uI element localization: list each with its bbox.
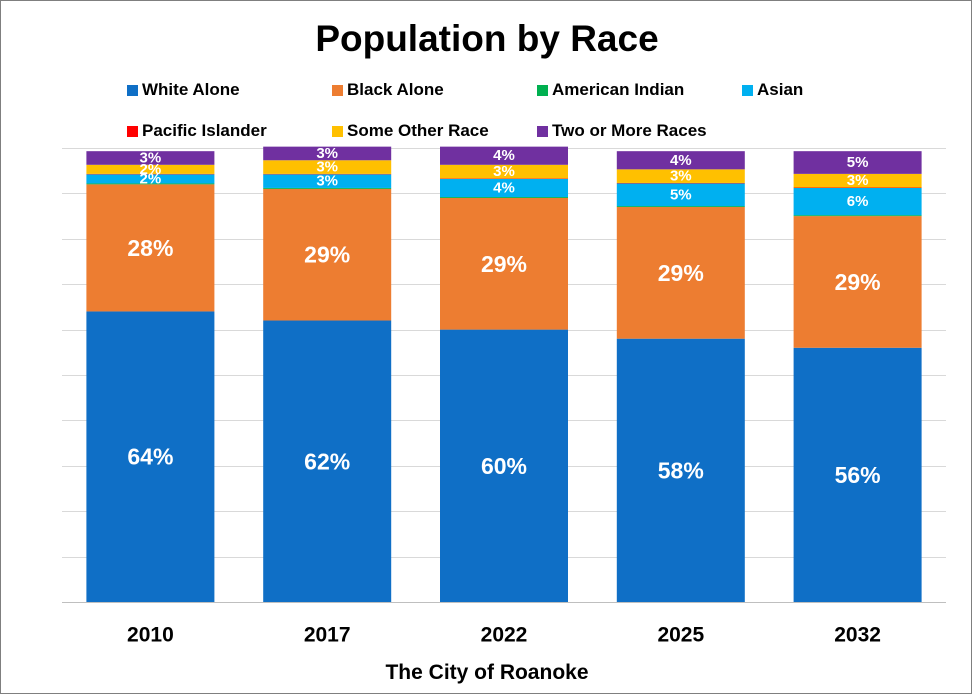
data-label: 6% [847, 193, 869, 210]
bars [86, 146, 922, 602]
legend-label: Two or More Races [552, 121, 707, 140]
data-label: 5% [847, 154, 869, 171]
bar-segment-two-or-more-races [440, 146, 568, 165]
data-label: 3% [316, 159, 338, 176]
bar-segment-white-alone [263, 320, 392, 602]
legend-swatch [537, 84, 548, 96]
bar-segment-some-other-race [793, 173, 922, 188]
bar-segment-black-alone [86, 184, 215, 312]
data-label: 58% [658, 457, 704, 483]
data-label: 3% [493, 163, 515, 180]
legend-label: White Alone [142, 80, 240, 99]
legend-item-american-indian: American Indian [537, 80, 684, 100]
legend-item-pacific-islander: Pacific Islander [127, 121, 267, 141]
data-label: 3% [316, 145, 338, 162]
bar-segment-black-alone [616, 207, 745, 339]
legend-label: Asian [757, 80, 804, 99]
legend-label: Pacific Islander [142, 121, 267, 140]
x-axis-title: The City of Roanoke [385, 661, 589, 684]
bar-segment-american-indian [440, 197, 568, 198]
data-label: 29% [304, 242, 350, 268]
legend-swatch [332, 84, 343, 96]
bar-segment-asian [263, 174, 392, 188]
data-label: 29% [658, 260, 704, 286]
data-label: 4% [670, 152, 692, 169]
data-label: 64% [127, 444, 173, 470]
legend-item-some-other-race: Some Other Race [332, 121, 489, 141]
bar-segment-white-alone [616, 338, 745, 602]
data-label: 60% [481, 453, 527, 479]
bar-segment-white-alone [440, 329, 568, 602]
x-tick-label: 2010 [127, 624, 174, 647]
x-tick-label: 2032 [834, 624, 881, 647]
legend-item-asian: Asian [742, 80, 803, 100]
bar-segment-two-or-more-races [616, 151, 745, 170]
bar-segment-black-alone [793, 216, 922, 348]
legend-swatch [742, 84, 753, 96]
legend-swatch [537, 125, 548, 137]
legend-label: Black Alone [347, 80, 444, 99]
bar-segment-some-other-race [616, 169, 745, 183]
data-label: 4% [493, 147, 515, 164]
data-label: 5% [670, 186, 692, 203]
bar-segment-asian [616, 183, 745, 207]
data-label: 29% [481, 251, 527, 277]
bar-segment-asian [86, 174, 215, 184]
x-tick-label: 2022 [481, 624, 528, 647]
x-tick-label: 2025 [657, 624, 704, 647]
data-label: 3% [847, 172, 869, 189]
chart-title: Population by Race [315, 18, 659, 59]
bar-segment-two-or-more-races [263, 146, 392, 161]
bar-segment-asian [793, 187, 922, 216]
data-label: 3% [140, 149, 162, 166]
legend-item-black-alone: Black Alone [332, 80, 444, 100]
data-label: 2% [140, 161, 162, 178]
legend-item-two-or-more-races: Two or More Races [537, 121, 707, 141]
bar-segment-two-or-more-races [86, 151, 215, 165]
bar-segment-some-other-race [86, 164, 215, 174]
data-label: 3% [316, 173, 338, 190]
legend-row-2: Pacific Islander Some Other Race Two or … [0, 121, 974, 143]
bar-segment-american-indian [86, 183, 215, 185]
legend-swatch [127, 125, 138, 137]
legend-label: Some Other Race [347, 121, 489, 140]
bar-segment-american-indian [263, 187, 392, 189]
legend-label: American Indian [552, 80, 685, 99]
data-label: 28% [127, 235, 173, 261]
data-label: 56% [835, 462, 881, 488]
legend-row-1: White Alone Black Alone American Indian … [0, 80, 974, 102]
bar-segment-american-indian [616, 206, 745, 208]
legend-item-white-alone: White Alone [127, 80, 240, 100]
data-label: 3% [670, 168, 692, 185]
x-tick-labels: 2010 2017 2022 2025 2032 [127, 624, 881, 647]
bar-segment-black-alone [263, 188, 392, 321]
data-label: 62% [304, 448, 350, 474]
data-label: 29% [835, 269, 881, 295]
data-label: 4% [493, 179, 515, 196]
bar-segment-asian [440, 178, 568, 198]
legend-swatch [332, 125, 343, 137]
bar-segment-some-other-race [263, 160, 392, 174]
bar-segment-two-or-more-races [793, 151, 922, 174]
bar-segment-american-indian [793, 215, 922, 217]
data-labels: 64%28%2%2%3%62%29%3%3%3%60%29%4%3%4%58%2… [127, 145, 880, 488]
bar-segment-black-alone [440, 197, 568, 330]
bar-segment-white-alone [793, 347, 922, 602]
bar-segment-white-alone [86, 311, 215, 602]
bar-segment-some-other-race [440, 164, 568, 179]
legend-swatch [127, 84, 138, 96]
x-tick-label: 2017 [304, 624, 351, 647]
data-label: 2% [140, 170, 162, 187]
